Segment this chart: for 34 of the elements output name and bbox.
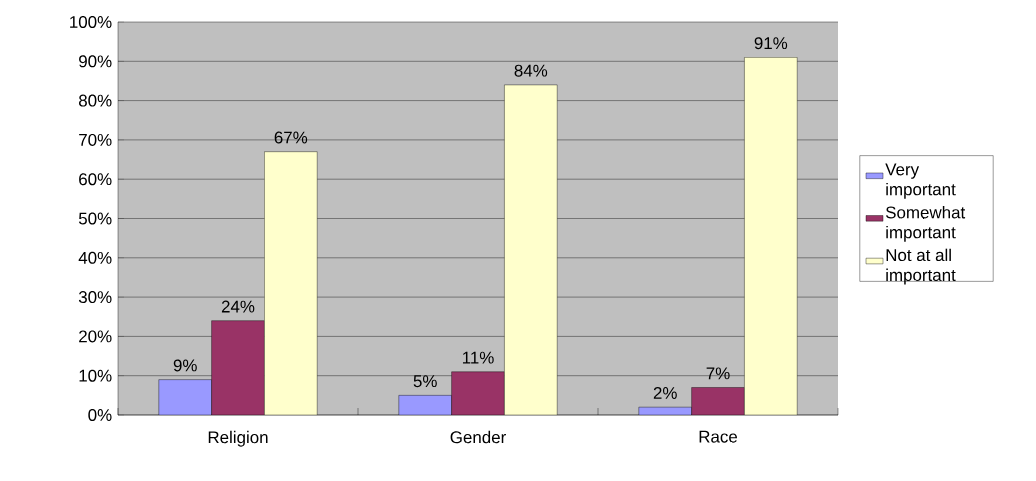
- data-label: 9%: [173, 359, 197, 372]
- y-tick-label: 80%: [78, 94, 112, 107]
- data-label: 7%: [706, 367, 730, 380]
- bar: [398, 395, 452, 415]
- data-label: 67%: [274, 131, 308, 144]
- x-tick-label: Gender: [450, 430, 506, 444]
- legend-label: Somewhat important: [885, 206, 966, 242]
- y-tick-label: 40%: [78, 251, 112, 264]
- legend-label: Very important: [885, 163, 956, 199]
- y-tick-label: 10%: [79, 369, 112, 382]
- y-tick-label: 60%: [79, 173, 112, 186]
- y-tick-label: 90%: [79, 55, 112, 68]
- y-tick-label: 0%: [88, 409, 112, 421]
- y-tick-label: 30%: [78, 291, 112, 304]
- y-tick-label: 20%: [79, 330, 112, 343]
- bar: [264, 151, 318, 415]
- legend-label: Not at all important: [886, 248, 956, 285]
- bar: [158, 379, 212, 415]
- data-label: 11%: [462, 351, 494, 364]
- data-label: 5%: [413, 375, 437, 388]
- x-tick-label: Race: [699, 430, 738, 443]
- y-tick-label: 70%: [79, 133, 112, 146]
- bar: [691, 387, 745, 415]
- x-tick-label: Religion: [208, 430, 268, 447]
- data-label: 84%: [514, 64, 548, 77]
- data-label: 91%: [754, 37, 788, 50]
- data-label: 24%: [221, 300, 255, 313]
- y-tick-label: 50%: [78, 212, 112, 225]
- data-label: 2%: [653, 387, 677, 399]
- bar: [504, 84, 558, 415]
- y-tick-label: 100%: [70, 16, 112, 28]
- bar: [744, 57, 798, 415]
- bar: [211, 320, 265, 415]
- bar: [451, 371, 505, 415]
